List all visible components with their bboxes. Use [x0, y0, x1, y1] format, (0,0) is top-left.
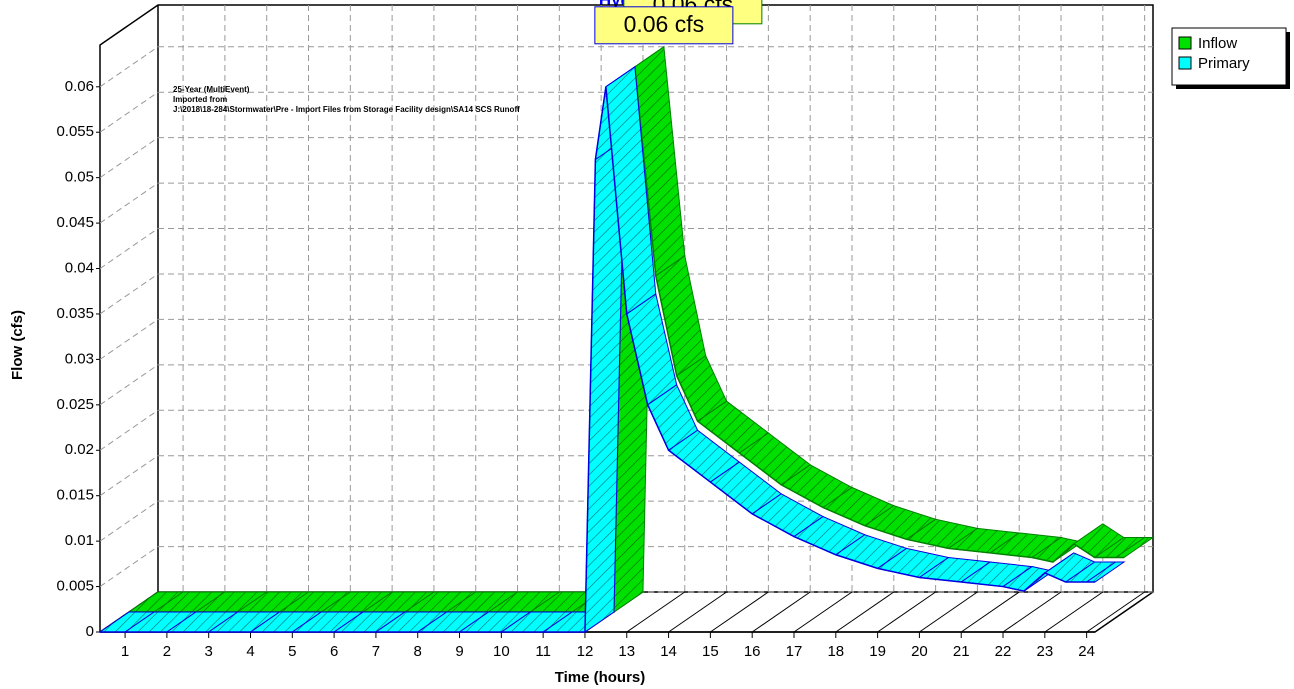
grid-line: [99, 546, 159, 587]
series-edge: [100, 86, 1095, 633]
legend-label: Primary: [1198, 55, 1250, 72]
x-tick-label: 23: [1036, 643, 1053, 660]
peak-label-box: [594, 6, 734, 45]
y-tick-label: 0.025: [56, 396, 94, 413]
legend-swatch: [1178, 56, 1192, 70]
grid-line: [99, 182, 159, 224]
floor-line: [835, 591, 895, 633]
y-tick-label: 0.03: [65, 350, 94, 367]
x-tick-label: 8: [414, 643, 422, 660]
peak-labels: 0.06 cfs0.06 cfs: [594, 0, 763, 45]
legend: Inflow Primary: [1171, 27, 1290, 89]
y-tick-label: 0.055: [56, 123, 94, 140]
y-tick-label: 0: [86, 623, 94, 640]
y-tick-label: 0.04: [65, 260, 94, 277]
grid: 0 0.005 0.01 0.015 0.02 0.025 0.03 0.035 0.04 0.0…: [56, 4, 1154, 660]
y-tick-label: 0.02: [65, 441, 94, 458]
x-tick-label: 12: [577, 643, 594, 660]
annotation: 25-Year (MultiEvent): [173, 85, 250, 94]
grid-line: [99, 228, 159, 269]
x-tick-label: 14: [660, 643, 677, 660]
x-tick-label: 19: [869, 643, 886, 660]
x-tick-label: 15: [702, 643, 719, 660]
floor-line: [1086, 591, 1145, 633]
grid-line: [99, 318, 159, 360]
x-tick-label: 11: [535, 643, 551, 660]
floor-line: [626, 591, 686, 633]
x-tick-label: 13: [618, 643, 635, 660]
grid-line: [99, 137, 159, 179]
y-tick-label: 0.045: [56, 214, 94, 231]
y-tick-label: 0.015: [56, 487, 94, 504]
annotation: Imported from: [173, 95, 227, 104]
x-tick-label: 9: [455, 643, 463, 660]
y-tick-label: 0.05: [65, 169, 94, 186]
floor-line: [751, 591, 811, 633]
floor-line: [1002, 591, 1062, 633]
y-tick-label: 0.01: [65, 532, 94, 549]
annotation: J:\2018\18-284\Stormwater\Pre - Import F…: [173, 105, 520, 114]
grid-line: [99, 46, 159, 88]
legend-label: Inflow: [1198, 35, 1237, 52]
x-tick-label: 6: [330, 643, 338, 660]
y-axis-label: Flow (cfs): [9, 310, 26, 380]
grid-line: [99, 364, 159, 406]
y-tick-label: 0.035: [56, 305, 94, 322]
grid-line: [99, 455, 159, 497]
floor-line: [793, 591, 853, 633]
grid-line: [99, 409, 159, 451]
ribbons: [98, 45, 1155, 633]
x-tick-label: 1: [121, 643, 129, 660]
grid-line: [99, 91, 159, 133]
legend-swatch: [1178, 36, 1192, 50]
floor-line: [710, 591, 769, 633]
x-tick-label: 4: [246, 643, 254, 660]
x-tick-label: 18: [827, 643, 844, 660]
floor-line: [960, 591, 1020, 633]
y-tick-label: 0.005: [56, 578, 94, 595]
x-tick-label: 3: [205, 643, 213, 660]
y-tick-label: 0.06: [65, 78, 94, 95]
x-tick-label: 7: [372, 643, 380, 660]
peak-label: 0.06 cfs: [624, 11, 705, 37]
floor-line: [919, 591, 978, 633]
x-tick-label: 24: [1078, 643, 1095, 660]
floor-line: [877, 591, 936, 633]
grid-line: [99, 273, 159, 315]
floor-line: [668, 591, 727, 633]
floor-line: [1044, 591, 1104, 633]
x-tick-label: 20: [911, 643, 928, 660]
x-tick-label: 22: [995, 643, 1012, 660]
x-tick-label: 17: [786, 643, 803, 660]
x-axis-label: Time (hours): [555, 669, 646, 686]
x-tick-label: 16: [744, 643, 761, 660]
x-tick-label: 10: [493, 643, 510, 660]
x-tick-label: 2: [163, 643, 171, 660]
annotations: 25-Year (MultiEvent)Imported fromJ:\2018…: [173, 85, 520, 114]
x-tick-label: 21: [953, 643, 970, 660]
x-tick-label: 5: [288, 643, 296, 660]
grid-line: [99, 500, 159, 542]
